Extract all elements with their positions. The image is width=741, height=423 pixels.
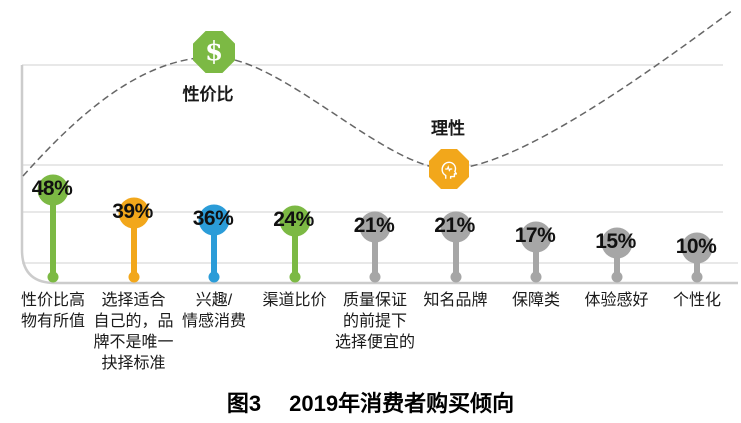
value-label: 24% [273,208,314,231]
value-label: 48% [31,177,73,200]
category-label-line: 抉择标准 [101,355,166,372]
rational-head-octagon-icon [429,149,469,189]
lollipop-base-dot [47,271,59,283]
value-label: 21% [434,214,475,237]
dollar-sign: $ [204,37,224,67]
category-label-line: 个性化 [672,292,721,309]
lollipop-stem [130,213,137,277]
lollipop-stem [613,243,620,277]
category-label-line: 渠道比价 [262,292,327,309]
category-label: 性价比高 物有所值 [3,290,103,332]
figure-number: 图3 [226,391,262,416]
dollar-octagon-icon: $ [193,31,235,73]
category-label: 个性化 [647,290,741,311]
value-label: 10% [675,235,717,258]
category-label: 渠道比价 [245,290,345,311]
lollipop-bubble [198,204,230,236]
trend-dashed-curve [22,9,734,177]
lollipop-base-dot [128,271,139,283]
category-label-line: 牌不是唯一 [93,334,174,351]
category-label-line: 保障类 [511,292,560,309]
lollipop-base-dot [208,271,220,283]
lollipop-stem [211,220,217,277]
category-label: 兴趣/情感消费 [164,290,264,332]
lollipop-bubble [520,221,552,253]
lollipop-bubble [601,227,632,259]
category-label-line: 选择适合 [101,292,166,309]
value-label: 15% [595,230,636,253]
category-label-line: 体验感好 [584,292,649,309]
category-label: 体验感好 [567,290,667,311]
lollipop-stem [50,190,56,277]
lollipop-bubble [118,197,149,229]
value-label: 36% [192,207,234,230]
category-label-line: 情感消费 [181,313,246,330]
category-label: 知名品牌 [406,290,506,311]
category-label-line: 知名品牌 [423,292,488,309]
lollipop-stem [291,221,298,277]
lollipop-bubble [440,211,471,243]
lollipop-bubble [37,174,69,206]
lollipop-base-dot [289,271,300,283]
lollipop-base-dot [450,271,461,283]
value-label: 17% [514,224,556,247]
lollipop-stem [452,227,459,277]
lollipop-stem [533,237,539,277]
category-label-line: 的前提下 [342,313,407,330]
lollipop-bubble [359,211,391,243]
axis-frame [20,65,738,285]
trough-annotation-label: 理性 [431,119,465,138]
value-label: 39% [112,200,153,223]
category-label: 选择适合自己的，品牌不是唯一抉择标准 [84,290,184,374]
category-label-line: 选择便宜的 [334,334,415,351]
value-label: 21% [353,214,395,237]
category-label-line: 物有所值 [20,313,85,330]
category-label-line: 性价比高 [20,292,85,309]
head-profile-icon [441,161,458,179]
lollipop-stem [372,227,378,277]
lollipop-base-dot [691,271,703,283]
lollipop-base-dot [369,271,381,283]
figure-title: 2019年消费者购买倾向 [289,391,515,416]
category-label: 保障类 [486,290,586,311]
lollipop-bubble [681,232,713,264]
category-label-line: 自己的，品 [93,313,174,330]
lollipop-bubble [279,205,310,237]
category-label-line: 质量保证 [342,292,407,309]
peak-annotation-label: 性价比 [182,85,234,104]
figure-caption: 图3 2019年消费者购买倾向 [0,386,741,418]
category-label: 质量保证的前提下选择便宜的 [325,290,425,353]
lollipop-base-dot [611,271,622,283]
category-label-line: 兴趣/ [195,292,233,309]
lollipop-base-dot [530,271,542,283]
